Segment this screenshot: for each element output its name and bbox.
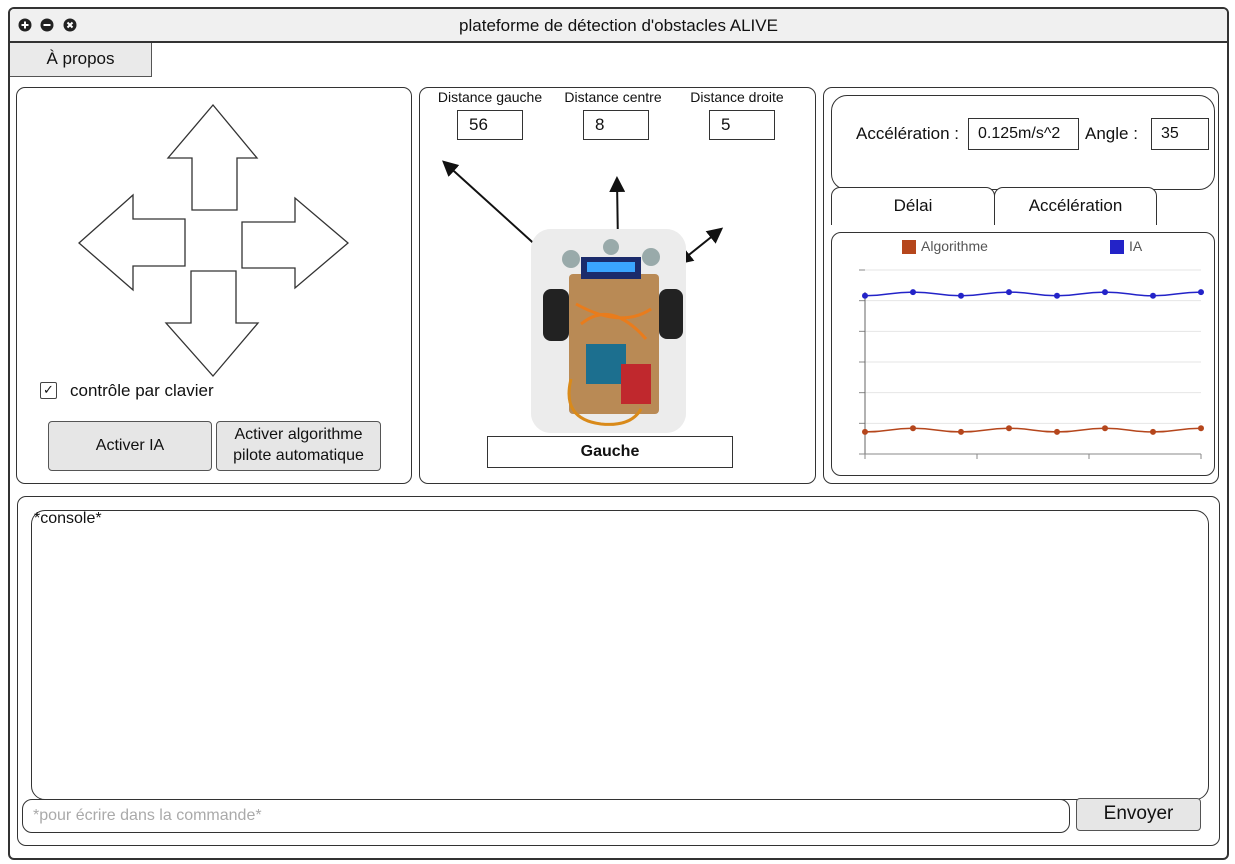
distance-center-label: Distance centre — [564, 89, 662, 105]
arrow-down-icon[interactable] — [164, 270, 260, 377]
add-window-icon[interactable] — [18, 18, 32, 32]
send-button[interactable]: Envoyer — [1076, 798, 1201, 831]
data-point — [1006, 425, 1012, 432]
keyboard-control-checkbox[interactable]: ✓ — [40, 382, 57, 399]
arrow-right-icon[interactable] — [241, 196, 350, 290]
robot-car-icon — [531, 229, 686, 433]
autopilot-label-line2: pilote automatique — [233, 447, 364, 464]
distance-left-label: Distance gauche — [437, 89, 543, 105]
console-output — [31, 510, 1209, 800]
drive-control-panel — [16, 87, 412, 484]
data-point — [862, 428, 868, 435]
data-point — [1102, 289, 1108, 296]
tab-about[interactable]: À propos — [10, 43, 152, 77]
legend-ai-label: IA — [1129, 238, 1143, 254]
acceleration-label: Accélération : — [856, 124, 959, 143]
data-point — [1054, 292, 1060, 299]
title-bar: plateforme de détection d'obstacles ALIV… — [10, 9, 1227, 43]
data-point — [1198, 289, 1204, 296]
data-point — [862, 292, 868, 299]
series-line-0 — [864, 427, 1202, 433]
distance-right-value: 5 — [709, 110, 775, 140]
keyboard-control-label: contrôle par clavier — [70, 381, 214, 400]
distance-center-value: 8 — [583, 110, 649, 140]
legend-algorithm-label: Algorithme — [921, 238, 988, 254]
angle-label: Angle : — [1085, 124, 1138, 143]
activate-ai-button[interactable]: Activer IA — [48, 421, 212, 471]
command-input[interactable]: *pour écrire dans la commande* — [22, 799, 1070, 833]
data-point — [1150, 292, 1156, 299]
arrow-up-icon[interactable] — [166, 103, 259, 211]
data-point — [1006, 289, 1012, 296]
data-point — [910, 425, 916, 432]
arrow-left-icon[interactable] — [78, 193, 186, 292]
acceleration-value: 0.125m/s^2 — [968, 118, 1079, 150]
close-window-icon[interactable] — [63, 18, 77, 32]
activate-autopilot-button[interactable]: Activer algorithme pilote automatique — [216, 421, 381, 471]
legend-algorithm-swatch — [902, 240, 916, 254]
autopilot-label-line1: Activer algorithme — [234, 426, 363, 444]
data-point — [958, 428, 964, 435]
data-point — [1198, 425, 1204, 432]
window-title: plateforme de détection d'obstacles ALIV… — [459, 16, 778, 35]
minimize-window-icon[interactable] — [40, 18, 54, 32]
data-point — [1150, 428, 1156, 435]
distance-right-label: Distance droite — [690, 89, 784, 105]
robot-image — [531, 229, 686, 433]
direction-indicator: Gauche — [487, 436, 733, 468]
direction-pad — [78, 103, 350, 377]
distance-left-value: 56 — [457, 110, 523, 140]
data-point — [1102, 425, 1108, 432]
legend-ai-swatch — [1110, 240, 1124, 254]
data-point — [958, 292, 964, 299]
chart-panel — [831, 232, 1215, 476]
series-line-1 — [864, 291, 1202, 297]
angle-value: 35 — [1151, 118, 1209, 150]
data-point — [1054, 428, 1060, 435]
tab-acceleration[interactable]: Accélération — [994, 187, 1157, 225]
tab-delay[interactable]: Délai — [831, 187, 995, 225]
data-point — [910, 289, 916, 296]
console-label: *console* — [34, 510, 102, 527]
